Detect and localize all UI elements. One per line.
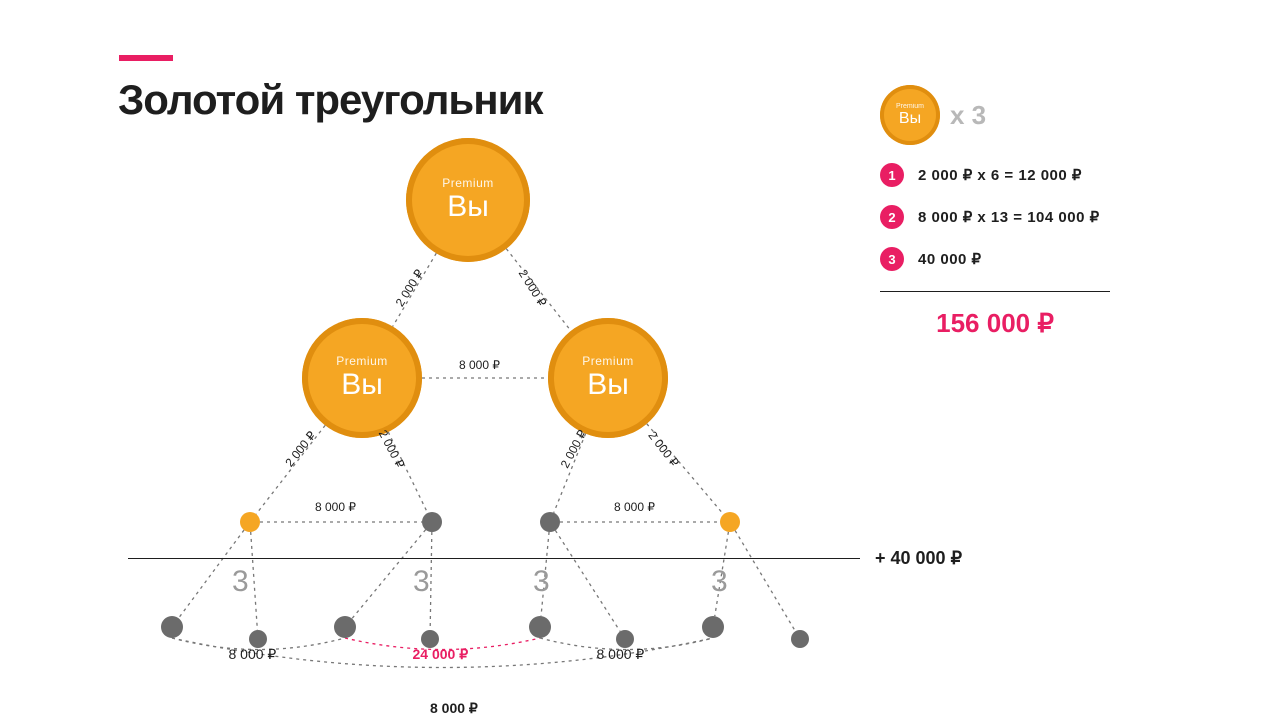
dot-b2 (249, 630, 267, 648)
dot-b6 (616, 630, 634, 648)
legend-bullet: 3 (880, 247, 904, 271)
node-top: PremiumВы (406, 138, 530, 262)
edge-label: 2 000 ₽ (393, 267, 427, 309)
dot-b7 (702, 616, 724, 638)
three-label: 3 (413, 565, 430, 599)
horizontal-rule (128, 558, 860, 559)
bottom-arc-label: 8 000 ₽ (430, 700, 478, 717)
legend-calc-text: 8 000 ₽ x 13 = 104 000 ₽ (918, 208, 1100, 226)
legend-calc-text: 40 000 ₽ (918, 250, 982, 268)
accent-bar (119, 55, 173, 61)
dot-m2 (422, 512, 442, 532)
dot-m1 (240, 512, 260, 532)
legend-multiplier: x 3 (950, 100, 986, 131)
three-label: 3 (232, 565, 249, 599)
dot-b8 (791, 630, 809, 648)
legend-mini-node: Premium Вы (880, 85, 940, 145)
node-left: PremiumВы (302, 318, 422, 438)
page-title: Золотой треугольник (118, 76, 542, 124)
dot-m3 (540, 512, 560, 532)
three-label: 3 (711, 565, 728, 599)
arc-label: 24 000 ₽ (413, 646, 469, 663)
dot-b1 (161, 616, 183, 638)
dot-b3 (334, 616, 356, 638)
legend-row: 3 40 000 ₽ (880, 247, 1110, 271)
edge-label: 8 000 ₽ (315, 500, 356, 514)
edge-label: 2 000 ₽ (558, 428, 590, 471)
edge-label: 8 000 ₽ (459, 358, 500, 372)
legend-separator (880, 291, 1110, 292)
edge-label: 2 000 ₽ (516, 267, 550, 309)
legend: Premium Вы x 3 1 2 000 ₽ x 6 = 12 000 ₽ 28… (880, 85, 1110, 339)
edge-label: 8 000 ₽ (614, 500, 655, 514)
three-label: 3 (533, 565, 550, 599)
legend-calc-text: 2 000 ₽ x 6 = 12 000 ₽ (918, 166, 1082, 184)
legend-bullet: 1 (880, 163, 904, 187)
legend-row: 1 2 000 ₽ x 6 = 12 000 ₽ (880, 163, 1110, 187)
edge-label: 2 000 ₽ (282, 429, 318, 470)
dot-m4 (720, 512, 740, 532)
dot-b5 (529, 616, 551, 638)
arc-label: 8 000 ₽ (229, 646, 277, 663)
side-plus-label: + 40 000 ₽ (875, 548, 962, 569)
dot-b4 (421, 630, 439, 648)
legend-row: 2 8 000 ₽ x 13 = 104 000 ₽ (880, 205, 1110, 229)
legend-bullet: 2 (880, 205, 904, 229)
node-right: PremiumВы (548, 318, 668, 438)
edge-label: 2 000 ₽ (645, 429, 681, 470)
legend-total: 156 000 ₽ (880, 308, 1110, 339)
edge-label: 2 000 ₽ (376, 428, 408, 471)
arc-label: 8 000 ₽ (597, 646, 645, 663)
